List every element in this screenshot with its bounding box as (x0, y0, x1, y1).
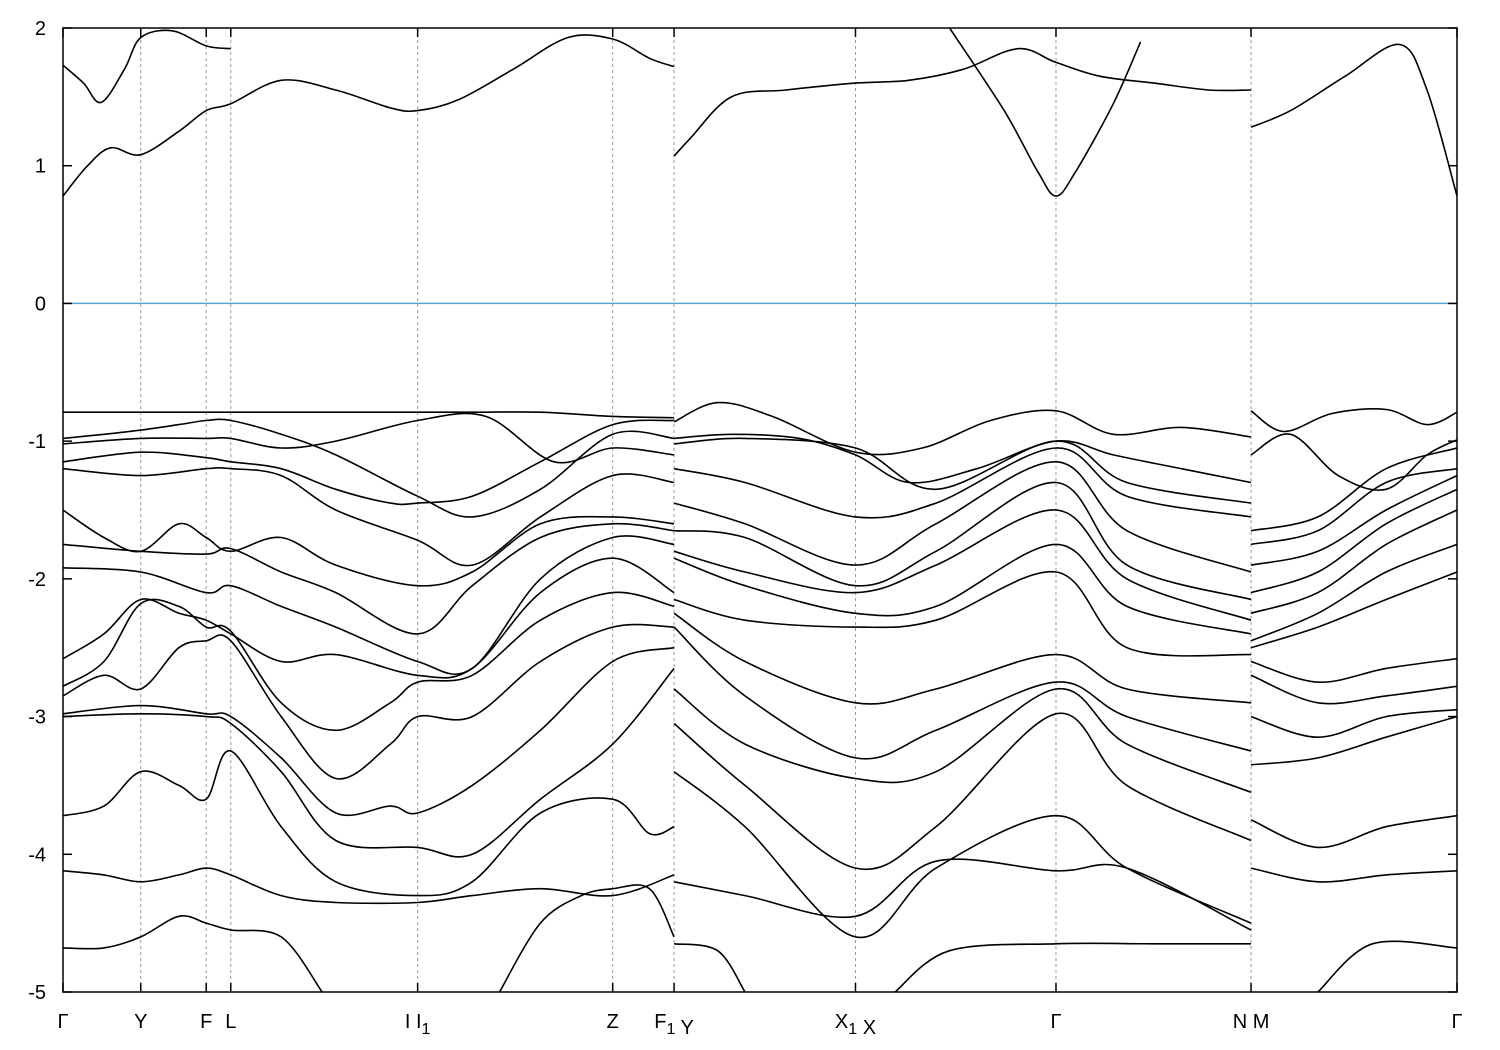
y-tick-label: 1 (35, 156, 46, 178)
band-line-27 (673, 543, 1252, 635)
kpoint-label: N (1233, 1011, 1247, 1033)
x-tick-label: Z (607, 1011, 619, 1033)
band-line-53 (894, 942, 1251, 992)
kpoint-label: X (835, 1011, 848, 1033)
band-line-6 (673, 401, 1252, 456)
kpoint-label: Y (675, 1017, 694, 1039)
x-tick-label: N M (1233, 1011, 1270, 1033)
kpoint-label: Γ (1050, 1011, 1061, 1033)
kpoint-subscript: 1 (848, 1021, 857, 1038)
band-line-44 (63, 750, 675, 897)
band-line-46 (1250, 814, 1457, 849)
kpoint-label: X (857, 1017, 876, 1039)
band-line-22 (1250, 488, 1457, 594)
band-line-54 (1317, 940, 1457, 992)
kpoint-label: I (410, 1011, 421, 1033)
band-line-13 (1250, 447, 1457, 532)
band-line-18 (673, 460, 1252, 573)
band-line-28 (1250, 543, 1457, 642)
x-tick-label: F1 Y (654, 1011, 694, 1039)
x-tick-label: X1 X (835, 1011, 876, 1039)
band-line-3 (63, 29, 231, 104)
band-line-34 (1250, 657, 1457, 683)
band-line-12 (674, 437, 1252, 504)
y-tick-label: -1 (28, 431, 46, 453)
y-tick-label: 2 (35, 18, 46, 40)
kpoint-label: F (654, 1011, 666, 1033)
band-line-42 (673, 712, 1252, 871)
band-line-23 (63, 522, 675, 635)
band-line-4 (948, 28, 1142, 197)
band-line-5 (63, 411, 675, 419)
band-line-1 (673, 47, 1252, 157)
band-line-39 (673, 688, 1252, 794)
band-line-20 (63, 509, 675, 587)
kpoint-gridlines (140, 28, 1252, 992)
band-line-43 (1250, 715, 1457, 766)
plot-frame (62, 27, 1458, 993)
kpoint-label: I (405, 1011, 411, 1033)
kpoint-label: Z (607, 1011, 619, 1033)
y-tick-label: -5 (28, 982, 46, 1004)
band-lines (63, 28, 1457, 992)
kpoint-label: Γ (57, 1011, 68, 1033)
band-line-14 (63, 419, 675, 506)
band-line-36 (673, 626, 1252, 760)
band-line-51 (498, 884, 675, 992)
band-line-41 (63, 667, 675, 858)
band-line-2 (1250, 43, 1457, 197)
band-line-33 (673, 612, 1252, 705)
band-line-52 (673, 943, 746, 992)
band-line-45 (673, 771, 1252, 939)
x-tick-label: Γ (1050, 1011, 1061, 1033)
band-line-10 (1250, 433, 1457, 491)
y-axis-ticks: 2 1 0 -1 -2 -3 -4 -5 (28, 18, 1457, 1004)
band-line-15 (673, 447, 1252, 519)
band-line-9 (674, 433, 1252, 484)
x-tick-label: Γ (1451, 1011, 1462, 1033)
band-line-50 (63, 915, 323, 992)
y-tick-label: -2 (28, 569, 46, 591)
band-line-8 (63, 418, 675, 518)
y-tick-label: 0 (35, 293, 46, 315)
band-line-31 (1250, 571, 1457, 649)
band-line-48 (673, 858, 1252, 931)
kpoint-label: L (225, 1011, 236, 1033)
y-tick-label: -3 (28, 707, 46, 729)
y-tick-label: -4 (28, 844, 46, 866)
band-line-35 (63, 623, 675, 780)
band-line-49 (1250, 867, 1457, 883)
band-line-47 (63, 867, 675, 905)
band-line-26 (63, 535, 675, 676)
band-line-16 (1250, 467, 1457, 546)
band-line-7 (1250, 408, 1457, 433)
band-line-19 (1250, 474, 1457, 566)
band-line-21 (674, 481, 1252, 601)
kpoint-label: M (1247, 1011, 1269, 1033)
band-line-25 (1250, 509, 1457, 615)
band-line-11 (63, 412, 675, 464)
band-line-32 (63, 591, 675, 732)
x-tick-label: L (225, 1011, 236, 1033)
kpoint-label: Γ (1451, 1011, 1462, 1033)
band-line-29 (63, 557, 675, 679)
x-tick-label: I I1 (405, 1011, 431, 1038)
band-line-38 (63, 646, 675, 817)
x-tick-label: Γ (57, 1011, 68, 1033)
kpoint-label: F (200, 1011, 212, 1033)
band-line-0 (63, 34, 675, 197)
band-line-17 (63, 467, 675, 567)
kpoint-subscript: 1 (422, 1021, 431, 1038)
kpoint-label: Y (134, 1011, 147, 1033)
band-line-37 (1250, 674, 1457, 705)
x-tick-label: F (200, 1011, 212, 1033)
x-tick-label: Y (134, 1011, 147, 1033)
band-line-30 (673, 571, 1252, 657)
band-line-24 (673, 509, 1252, 621)
band-line-40 (1250, 708, 1457, 739)
kpoint-subscript: 1 (666, 1021, 675, 1038)
